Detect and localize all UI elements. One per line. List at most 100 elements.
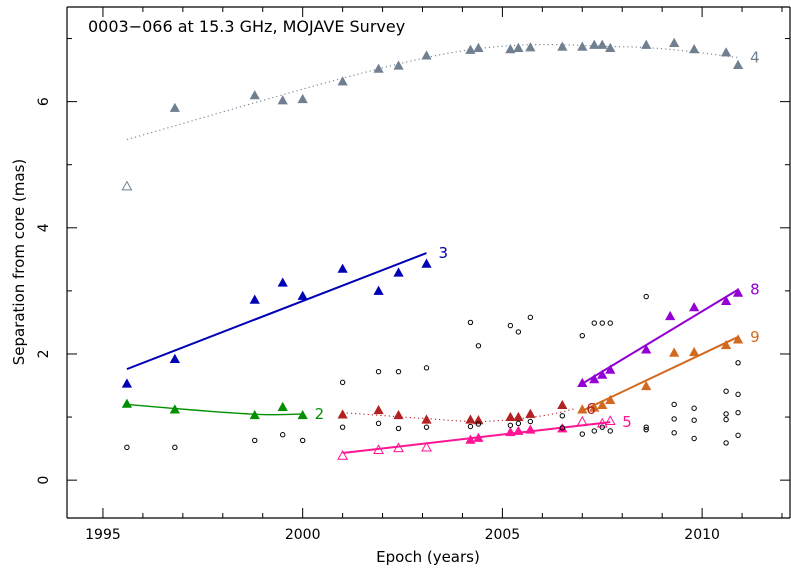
series-unidentified-point <box>723 388 729 394</box>
series-unidentified-point <box>591 428 597 434</box>
series-unidentified-point <box>527 418 534 425</box>
series-5-point <box>604 415 616 426</box>
series-unidentified-point <box>475 421 482 427</box>
series-8-point <box>605 364 616 374</box>
series-4-point <box>720 47 732 57</box>
series-4-point <box>513 42 524 52</box>
x-axis-label: Epoch (years) <box>376 548 480 566</box>
series-3-label: 3 <box>439 244 449 262</box>
series-6-point <box>393 409 404 420</box>
axis-ticks: 1995 2000 2005 2010 0 2 4 6 <box>36 7 790 543</box>
x-tick-label: 2010 <box>684 527 720 543</box>
series-2-point <box>121 398 133 408</box>
series-unidentified-point <box>671 401 677 408</box>
series-6-label: 6 <box>586 400 596 418</box>
series-8-point <box>665 310 676 321</box>
series-4-point <box>169 102 180 112</box>
series-4-point <box>589 39 600 49</box>
series-unidentified-point <box>395 425 402 432</box>
series-5-point <box>373 444 385 455</box>
series-unidentified-point <box>423 365 430 371</box>
series-5-point <box>505 426 516 437</box>
series-unidentified-point <box>527 314 534 321</box>
series-unidentified-point <box>423 424 430 430</box>
series-unidentified-point <box>515 329 522 335</box>
series-4-point <box>249 90 260 100</box>
series-unidentified-point <box>599 424 605 430</box>
series-unidentified-point <box>723 440 729 446</box>
series-unidentified-point <box>735 391 741 398</box>
series-5-point <box>393 442 404 453</box>
series-unidentified-point <box>643 424 649 430</box>
series-unidentified-point <box>735 432 741 439</box>
data-marks <box>121 37 744 460</box>
x-tick-label: 1995 <box>85 527 121 543</box>
series-2-point <box>277 401 288 411</box>
series-8-point <box>720 295 732 305</box>
series-4-point <box>505 44 516 54</box>
series-unidentified-point <box>375 368 382 375</box>
series-4-point <box>421 50 432 60</box>
series-6-point <box>337 409 348 419</box>
series-9-point <box>720 339 732 350</box>
series-8-point <box>597 369 608 379</box>
series-8-label: 8 <box>750 281 760 299</box>
series-9-label: 9 <box>750 328 760 346</box>
series-4-point <box>297 93 308 104</box>
series-2-point <box>297 409 308 420</box>
x-tick-label: 2000 <box>285 527 321 543</box>
series-5-point <box>576 415 588 426</box>
series-unidentified-point <box>172 444 178 451</box>
series-unidentified-point <box>559 425 566 431</box>
series-unidentified-point <box>691 435 697 442</box>
series-unidentified-point <box>507 422 514 428</box>
series-4-point <box>641 39 652 49</box>
series-6-point <box>505 411 516 422</box>
series-3-point <box>249 294 260 304</box>
series-3-fit-line <box>126 252 427 371</box>
series-unidentified-point <box>691 417 697 423</box>
series-4-fit-line <box>126 43 739 141</box>
series-5-point <box>421 441 432 452</box>
series-6-point <box>473 414 484 425</box>
series-4-label: 4 <box>750 48 760 66</box>
series-8-point <box>732 287 744 297</box>
chart-title: 0003−066 at 15.3 GHz, MOJAVE Survey <box>88 17 405 36</box>
series-4-point <box>121 180 133 191</box>
series-4-point <box>577 41 588 51</box>
series-unidentified-point <box>723 416 729 423</box>
series-unidentified-point <box>280 432 286 438</box>
series-3-point <box>373 285 384 295</box>
series-4-point <box>597 39 608 49</box>
series-5-point <box>465 434 476 444</box>
series-4-point <box>689 44 700 54</box>
series-2-fit-line <box>126 403 303 416</box>
series-unidentified-point <box>467 319 474 326</box>
series-2-point <box>169 404 180 414</box>
series-unidentified-point <box>607 428 613 434</box>
series-4-point <box>669 37 680 47</box>
series-2-label: 2 <box>315 405 325 423</box>
series-4-point <box>373 63 384 73</box>
plot-area <box>66 6 791 519</box>
series-4-point <box>732 59 744 70</box>
series-2-point <box>249 409 260 420</box>
series-unidentified-point <box>475 343 482 349</box>
series-9-point <box>732 334 744 344</box>
series-5-label: 5 <box>622 413 632 431</box>
series-labels: 4 3 8 9 2 6 5 <box>315 48 760 431</box>
series-4-point <box>605 42 616 52</box>
series-9-point <box>577 404 588 414</box>
series-6-point <box>525 408 536 418</box>
series-unidentified-point <box>299 437 306 444</box>
series-unidentified-point <box>579 431 585 437</box>
series-5-point <box>337 449 349 460</box>
series-unidentified-point <box>723 411 729 417</box>
series-3-point <box>297 290 308 300</box>
series-unidentified-point <box>579 332 585 339</box>
series-4-point <box>557 41 568 51</box>
series-6-point <box>557 399 568 410</box>
series-4-point <box>465 44 476 54</box>
y-tick-label: 0 <box>36 476 52 485</box>
